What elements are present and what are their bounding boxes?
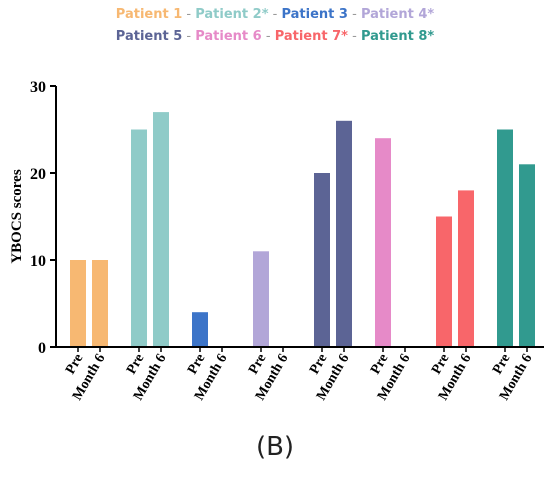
bar [519,164,535,347]
legend-entry: Patient 7* [274,29,348,44]
legend-entry: Patient 4* [360,7,435,22]
bar [314,173,330,347]
legend-separator: - [182,29,196,44]
bar [153,112,169,347]
legend-separator: - [347,29,361,44]
legend-entry: Patient 6 [195,29,262,44]
legend-separator: - [182,7,196,22]
legend-row-1: Patient 1 - Patient 2* - Patient 3 - Pat… [0,6,550,24]
legend-entry: Patient 5 [115,29,183,44]
bar [497,129,513,347]
legend-separator: - [268,7,282,22]
y-tick-label: 0 [38,340,46,357]
bar [458,190,474,347]
y-tick-label: 30 [30,79,46,96]
legend-entry: Patient 2* [195,7,269,22]
bar [375,138,391,347]
legend-entry: Patient 3 [281,7,348,22]
bar [253,251,269,347]
panel-label: (B) [255,432,295,462]
bar [436,216,452,347]
legend-separator: - [261,29,275,44]
y-tick-label: 20 [30,166,46,183]
legend-separator: - [347,7,361,22]
bar [131,129,147,347]
bar [192,312,208,347]
y-axis-label: YBOCS scores [9,169,25,263]
bar [92,260,108,347]
bar [336,120,352,347]
legend-entry: Patient 8* [360,29,435,44]
bar [70,260,86,347]
legend-row-2: Patient 5 - Patient 6 - Patient 7* - Pat… [0,28,550,46]
y-tick-label: 10 [30,253,46,270]
legend-entry: Patient 1 [115,7,183,22]
